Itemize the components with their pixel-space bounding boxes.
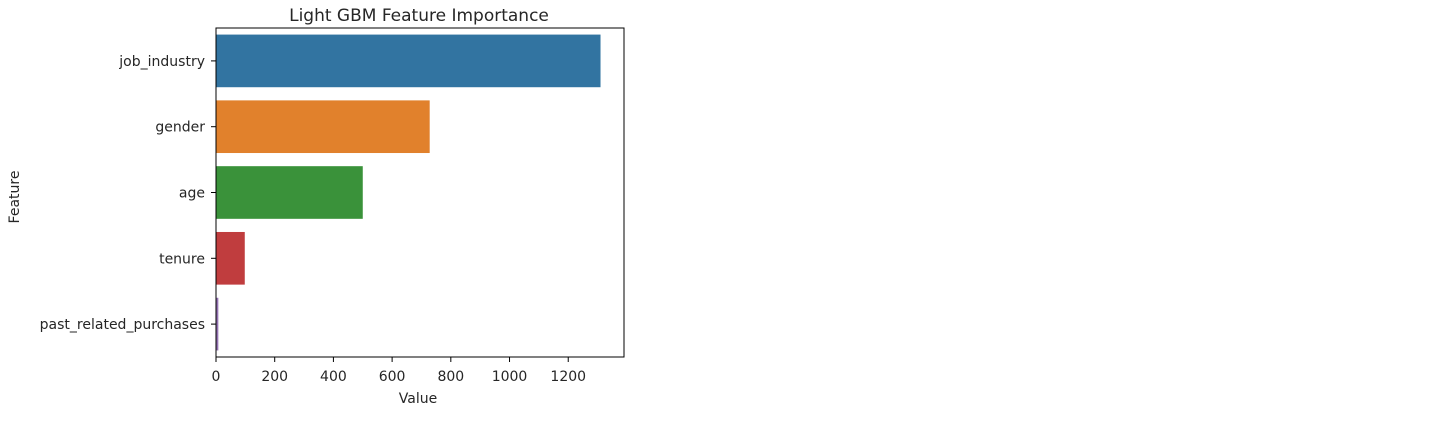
bar-job-industry [216,34,601,88]
bar-age [216,166,363,219]
x-tick-label-0: 0 [212,369,221,385]
y-tick-label-age: age [179,186,205,202]
x-tick-label-1000: 1000 [492,369,528,385]
chart-title: Light GBM Feature Importance [289,6,549,26]
x-tick-label-1200: 1200 [550,369,586,385]
y-tick-label-tenure: tenure [159,251,205,267]
x-tick-label-400: 400 [320,369,347,385]
bar-past-related-purchases [216,297,219,351]
bars-layer [216,34,601,351]
y-tick-label-job-industry: job_industry [118,54,205,70]
bar-tenure [216,231,245,285]
y-tick-label-gender: gender [155,120,205,136]
y-tick-label-past-related-purchases: past_related_purchases [40,317,205,333]
x-axis-label: Value [399,391,437,407]
x-tick-label-200: 200 [261,369,288,385]
x-tick-label-600: 600 [379,369,406,385]
x-tick-label-800: 800 [437,369,464,385]
bar-gender [216,100,430,154]
y-axis-label: Feature [7,171,23,224]
x-ticks-layer: 0 200 400 600 800 1000 1200 [212,357,586,385]
